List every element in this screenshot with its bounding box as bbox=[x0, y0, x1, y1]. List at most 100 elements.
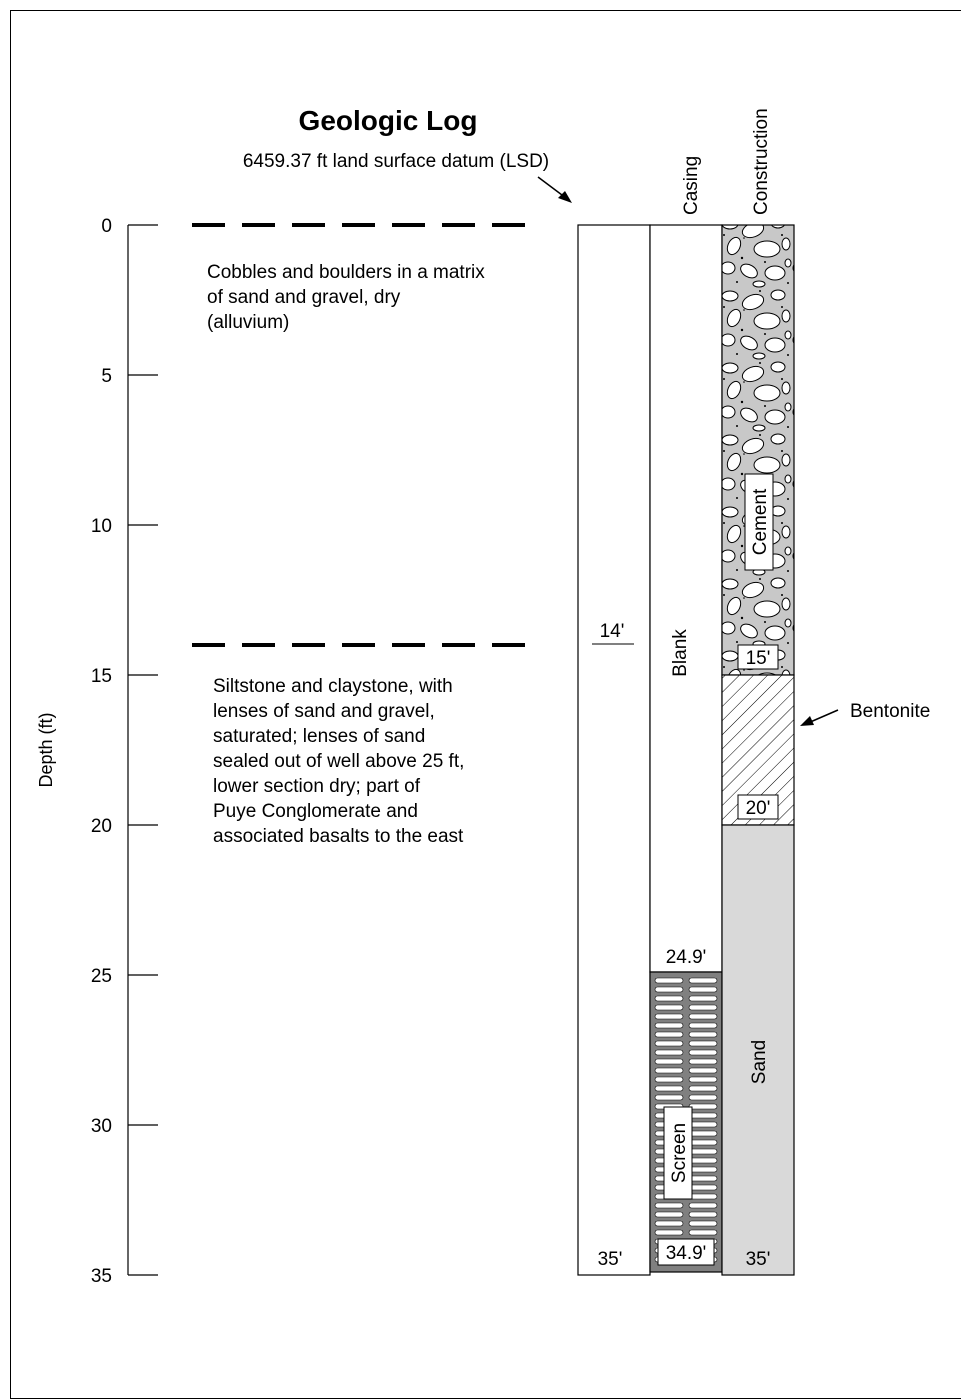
screen-slot bbox=[688, 1085, 718, 1092]
screen-slot bbox=[688, 1004, 718, 1011]
cement-label-box bbox=[744, 473, 774, 571]
screen-slot bbox=[688, 1013, 718, 1020]
screen-bottom-label: 34.9' bbox=[666, 1243, 707, 1264]
screen-slot bbox=[688, 1067, 718, 1074]
axis-tick-label: 10 bbox=[91, 516, 112, 537]
screen-slot bbox=[688, 1229, 718, 1236]
screen-slot bbox=[654, 1022, 684, 1029]
screen-slot bbox=[688, 986, 718, 993]
contact-depth-label: 14' bbox=[600, 621, 625, 642]
borehole-bottom-label: 35' bbox=[598, 1249, 623, 1270]
screen-slot bbox=[654, 1211, 684, 1218]
screen-slot bbox=[688, 1049, 718, 1056]
bentonite-arrow bbox=[800, 709, 839, 726]
blank-label: Blank bbox=[670, 629, 691, 677]
screen-slot bbox=[654, 1229, 684, 1236]
cement-interval bbox=[721, 224, 795, 676]
screen-slot bbox=[688, 1202, 718, 1209]
screen-slot bbox=[688, 1193, 718, 1200]
unit-description-line: Puye Conglomerate and bbox=[213, 801, 418, 822]
axis-tick-label: 0 bbox=[101, 216, 112, 237]
screen-slot bbox=[688, 1040, 718, 1047]
axis-tick-label: 30 bbox=[91, 1116, 112, 1137]
screen-slot bbox=[654, 1202, 684, 1209]
screen-slot bbox=[654, 1085, 684, 1092]
axis-tick-label: 5 bbox=[101, 366, 112, 387]
screen-slot bbox=[688, 1211, 718, 1218]
screen-slot bbox=[654, 1049, 684, 1056]
cement-bottom-box bbox=[737, 644, 779, 670]
screen-slot bbox=[688, 977, 718, 984]
unit-description-line: (alluvium) bbox=[207, 312, 289, 333]
screen-slot bbox=[688, 1094, 718, 1101]
screen-slot bbox=[654, 1004, 684, 1011]
casing-blank bbox=[649, 224, 723, 973]
screen-slot bbox=[688, 1148, 718, 1155]
bentonite-arrow-head bbox=[800, 716, 814, 726]
screen-slot bbox=[688, 1022, 718, 1029]
screen-slot bbox=[654, 1013, 684, 1020]
screen-slot bbox=[654, 1094, 684, 1101]
screen-slot bbox=[688, 1157, 718, 1164]
screen-slot bbox=[654, 1040, 684, 1047]
bentonite-arrow-shaft bbox=[807, 709, 839, 724]
screen-slot bbox=[654, 995, 684, 1002]
screen-slot bbox=[654, 1220, 684, 1227]
screen-slot bbox=[654, 1058, 684, 1065]
unit-description-line: associated basalts to the east bbox=[213, 826, 464, 847]
axis-label: Depth (ft) bbox=[36, 712, 56, 787]
screen-slot bbox=[688, 1130, 718, 1137]
screen-bottom-box bbox=[657, 1238, 715, 1266]
screen-slot bbox=[654, 1031, 684, 1038]
axis-tick-label: 20 bbox=[91, 816, 112, 837]
unit-description-line: Cobbles and boulders in a matrix bbox=[207, 262, 485, 283]
screen-slot bbox=[688, 1112, 718, 1119]
unit-description-line: of sand and gravel, dry bbox=[207, 287, 401, 308]
unit-description-line: lenses of sand and gravel, bbox=[213, 701, 435, 722]
borehole-column bbox=[577, 224, 651, 1276]
page-border bbox=[10, 10, 961, 1399]
axis-tick-label: 35 bbox=[91, 1266, 112, 1287]
screen-slot bbox=[688, 1220, 718, 1227]
screen-slot bbox=[688, 1076, 718, 1083]
bentonite-bottom-box bbox=[737, 794, 779, 820]
unit-description-line: saturated; lenses of sand bbox=[213, 726, 425, 747]
screen-slot bbox=[688, 1166, 718, 1173]
axis-tick-label: 25 bbox=[91, 966, 112, 987]
construction-header: Construction bbox=[751, 108, 772, 215]
screen-slot bbox=[654, 1067, 684, 1074]
casing-header: Casing bbox=[681, 156, 702, 215]
unit-description-line: lower section dry; part of bbox=[213, 776, 421, 797]
screen-slot bbox=[688, 1031, 718, 1038]
unit-description-alluvium: Cobbles and boulders in a matrix of sand … bbox=[207, 262, 485, 333]
screen-slot bbox=[688, 1139, 718, 1146]
screen-slot bbox=[688, 1103, 718, 1110]
screen-slot bbox=[688, 1058, 718, 1065]
screen-slot bbox=[688, 1175, 718, 1182]
screen-slot bbox=[688, 995, 718, 1002]
screen-label-box bbox=[663, 1106, 693, 1200]
screen-slot bbox=[654, 977, 684, 984]
blank-bottom-label: 24.9' bbox=[666, 947, 707, 968]
datum-label: 6459.37 ft land surface datum (LSD) bbox=[243, 151, 549, 172]
screen-label: Screen bbox=[669, 1123, 690, 1183]
screen-slot bbox=[688, 1121, 718, 1128]
sand-interval bbox=[721, 824, 795, 1276]
sand-label: Sand bbox=[749, 1040, 770, 1084]
depth-axis: 0 5 10 15 20 25 30 35 bbox=[91, 216, 158, 1287]
unit-description-line: Siltstone and claystone, with bbox=[213, 676, 453, 697]
screen-slot bbox=[654, 1076, 684, 1083]
datum-arrow bbox=[537, 176, 572, 203]
cement-bottom-label: 15' bbox=[746, 648, 771, 669]
axis-tick-label: 15 bbox=[91, 666, 112, 687]
page-title: Geologic Log bbox=[299, 105, 478, 136]
cement-label: Cement bbox=[750, 488, 771, 555]
screen-slot bbox=[654, 986, 684, 993]
bentonite-label: Bentonite bbox=[850, 701, 930, 722]
unit-description-line: sealed out of well above 25 ft, bbox=[213, 751, 464, 772]
bentonite-bottom-label: 20' bbox=[746, 798, 771, 819]
unit-description-siltstone: Siltstone and claystone, with lenses of s… bbox=[213, 676, 464, 847]
screen-slot bbox=[688, 1184, 718, 1191]
sand-bottom-label: 35' bbox=[746, 1249, 771, 1270]
